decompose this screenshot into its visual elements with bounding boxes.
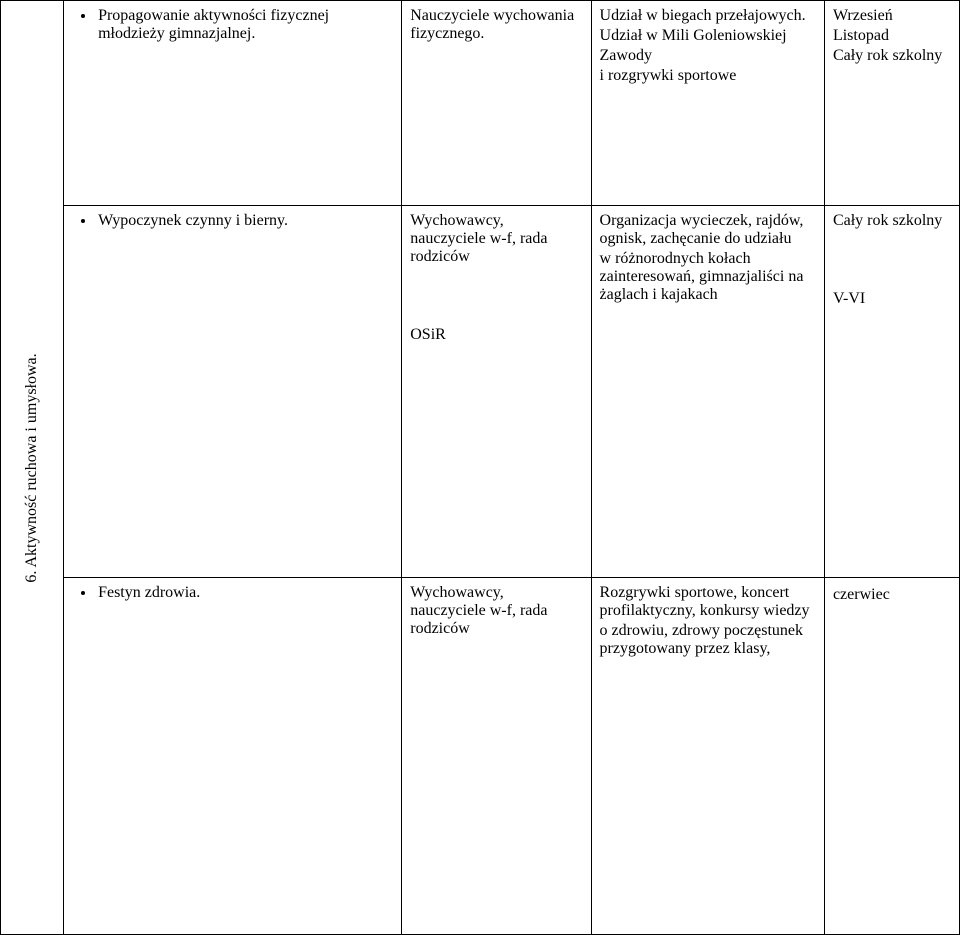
text: Organizacja wycieczek, rajdów, ognisk, z… <box>600 212 816 248</box>
text-stack: Cały rok szkolny V-VI <box>833 212 951 308</box>
text: V-VI <box>833 290 951 308</box>
text-block: Cały rok szkolny <box>833 47 951 65</box>
sidebar-label: 6. Aktywność ruchowa i umysłowa. <box>23 353 41 582</box>
text-stack: Rozgrywki sportowe, koncert profilaktycz… <box>600 584 816 658</box>
cell-actions-0: Propagowanie aktywności fizycznej młodzi… <box>64 1 402 206</box>
text: Nauczyciele wychowania fizycznego. <box>410 7 582 43</box>
sidebar-cell: 6. Aktywność ruchowa i umysłowa. <box>1 1 64 935</box>
text-stack: czerwiec <box>833 586 951 604</box>
text: o zdrowiu, zdrowy poczęstunek przygotowa… <box>600 622 816 658</box>
cell-responsible-2: Wychowawcy, nauczyciele w-f, rada rodzic… <box>402 578 591 935</box>
text-stack: Organizacja wycieczek, rajdów, ognisk, z… <box>600 212 816 304</box>
text: Udział w biegach przełajowych. <box>600 7 816 25</box>
sidebar-rot-wrap: 6. Aktywność ruchowa i umysłowa. <box>9 7 55 928</box>
bullet-list: Propagowanie aktywności fizycznej młodzi… <box>72 7 393 43</box>
page: 6. Aktywność ruchowa i umysłowa. Propago… <box>0 0 960 934</box>
cell-responsible-0: Nauczyciele wychowania fizycznego. <box>402 1 591 206</box>
cell-actions-1: Wypoczynek czynny i bierny. <box>64 206 402 578</box>
text: OSiR <box>410 326 582 344</box>
table-row: Festyn zdrowia. Wychowawcy, nauczyciele … <box>1 578 960 935</box>
table-row: 6. Aktywność ruchowa i umysłowa. Propago… <box>1 1 960 206</box>
text-stack: Wychowawcy, nauczyciele w-f, rada rodzic… <box>410 212 582 344</box>
bullet-list: Wypoczynek czynny i bierny. <box>72 212 393 230</box>
cell-dates-0: Wrzesień Listopad Cały rok szkolny <box>824 1 959 206</box>
text: Wrzesień <box>833 7 951 25</box>
bullet-list: Festyn zdrowia. <box>72 584 393 602</box>
cell-activities-0: Udział w biegach przełajowych. Udział w … <box>591 1 824 206</box>
text: Rozgrywki sportowe, koncert profilaktycz… <box>600 584 816 620</box>
cell-dates-1: Cały rok szkolny V-VI <box>824 206 959 578</box>
text: w różnorodnych kołach zainteresowań, gim… <box>600 250 816 304</box>
text: Wychowawcy, nauczyciele w-f, rada rodzic… <box>410 212 582 266</box>
text-stack: Wrzesień Listopad Cały rok szkolny <box>833 7 951 65</box>
cell-responsible-1: Wychowawcy, nauczyciele w-f, rada rodzic… <box>402 206 591 578</box>
text: Cały rok szkolny <box>833 47 951 65</box>
text: Udział w Mili Goleniowskiej <box>600 27 816 45</box>
list-item: Propagowanie aktywności fizycznej młodzi… <box>96 7 393 43</box>
text-stack: Udział w biegach przełajowych. Udział w … <box>600 7 816 85</box>
text: i rozgrywki sportowe <box>600 67 816 85</box>
text: Listopad <box>833 27 951 45</box>
list-item: Festyn zdrowia. <box>96 584 393 602</box>
table-row: Wypoczynek czynny i bierny. Wychowawcy, … <box>1 206 960 578</box>
text: Wychowawcy, nauczyciele w-f, rada rodzic… <box>410 584 582 638</box>
text: Zawody <box>600 47 816 65</box>
cell-activities-2: Rozgrywki sportowe, koncert profilaktycz… <box>591 578 824 935</box>
cell-dates-2: czerwiec <box>824 578 959 935</box>
text: Cały rok szkolny <box>833 212 951 230</box>
layout-table: 6. Aktywność ruchowa i umysłowa. Propago… <box>0 0 960 935</box>
cell-activities-1: Organizacja wycieczek, rajdów, ognisk, z… <box>591 206 824 578</box>
list-item: Wypoczynek czynny i bierny. <box>96 212 393 230</box>
cell-actions-2: Festyn zdrowia. <box>64 578 402 935</box>
text: czerwiec <box>833 586 951 604</box>
